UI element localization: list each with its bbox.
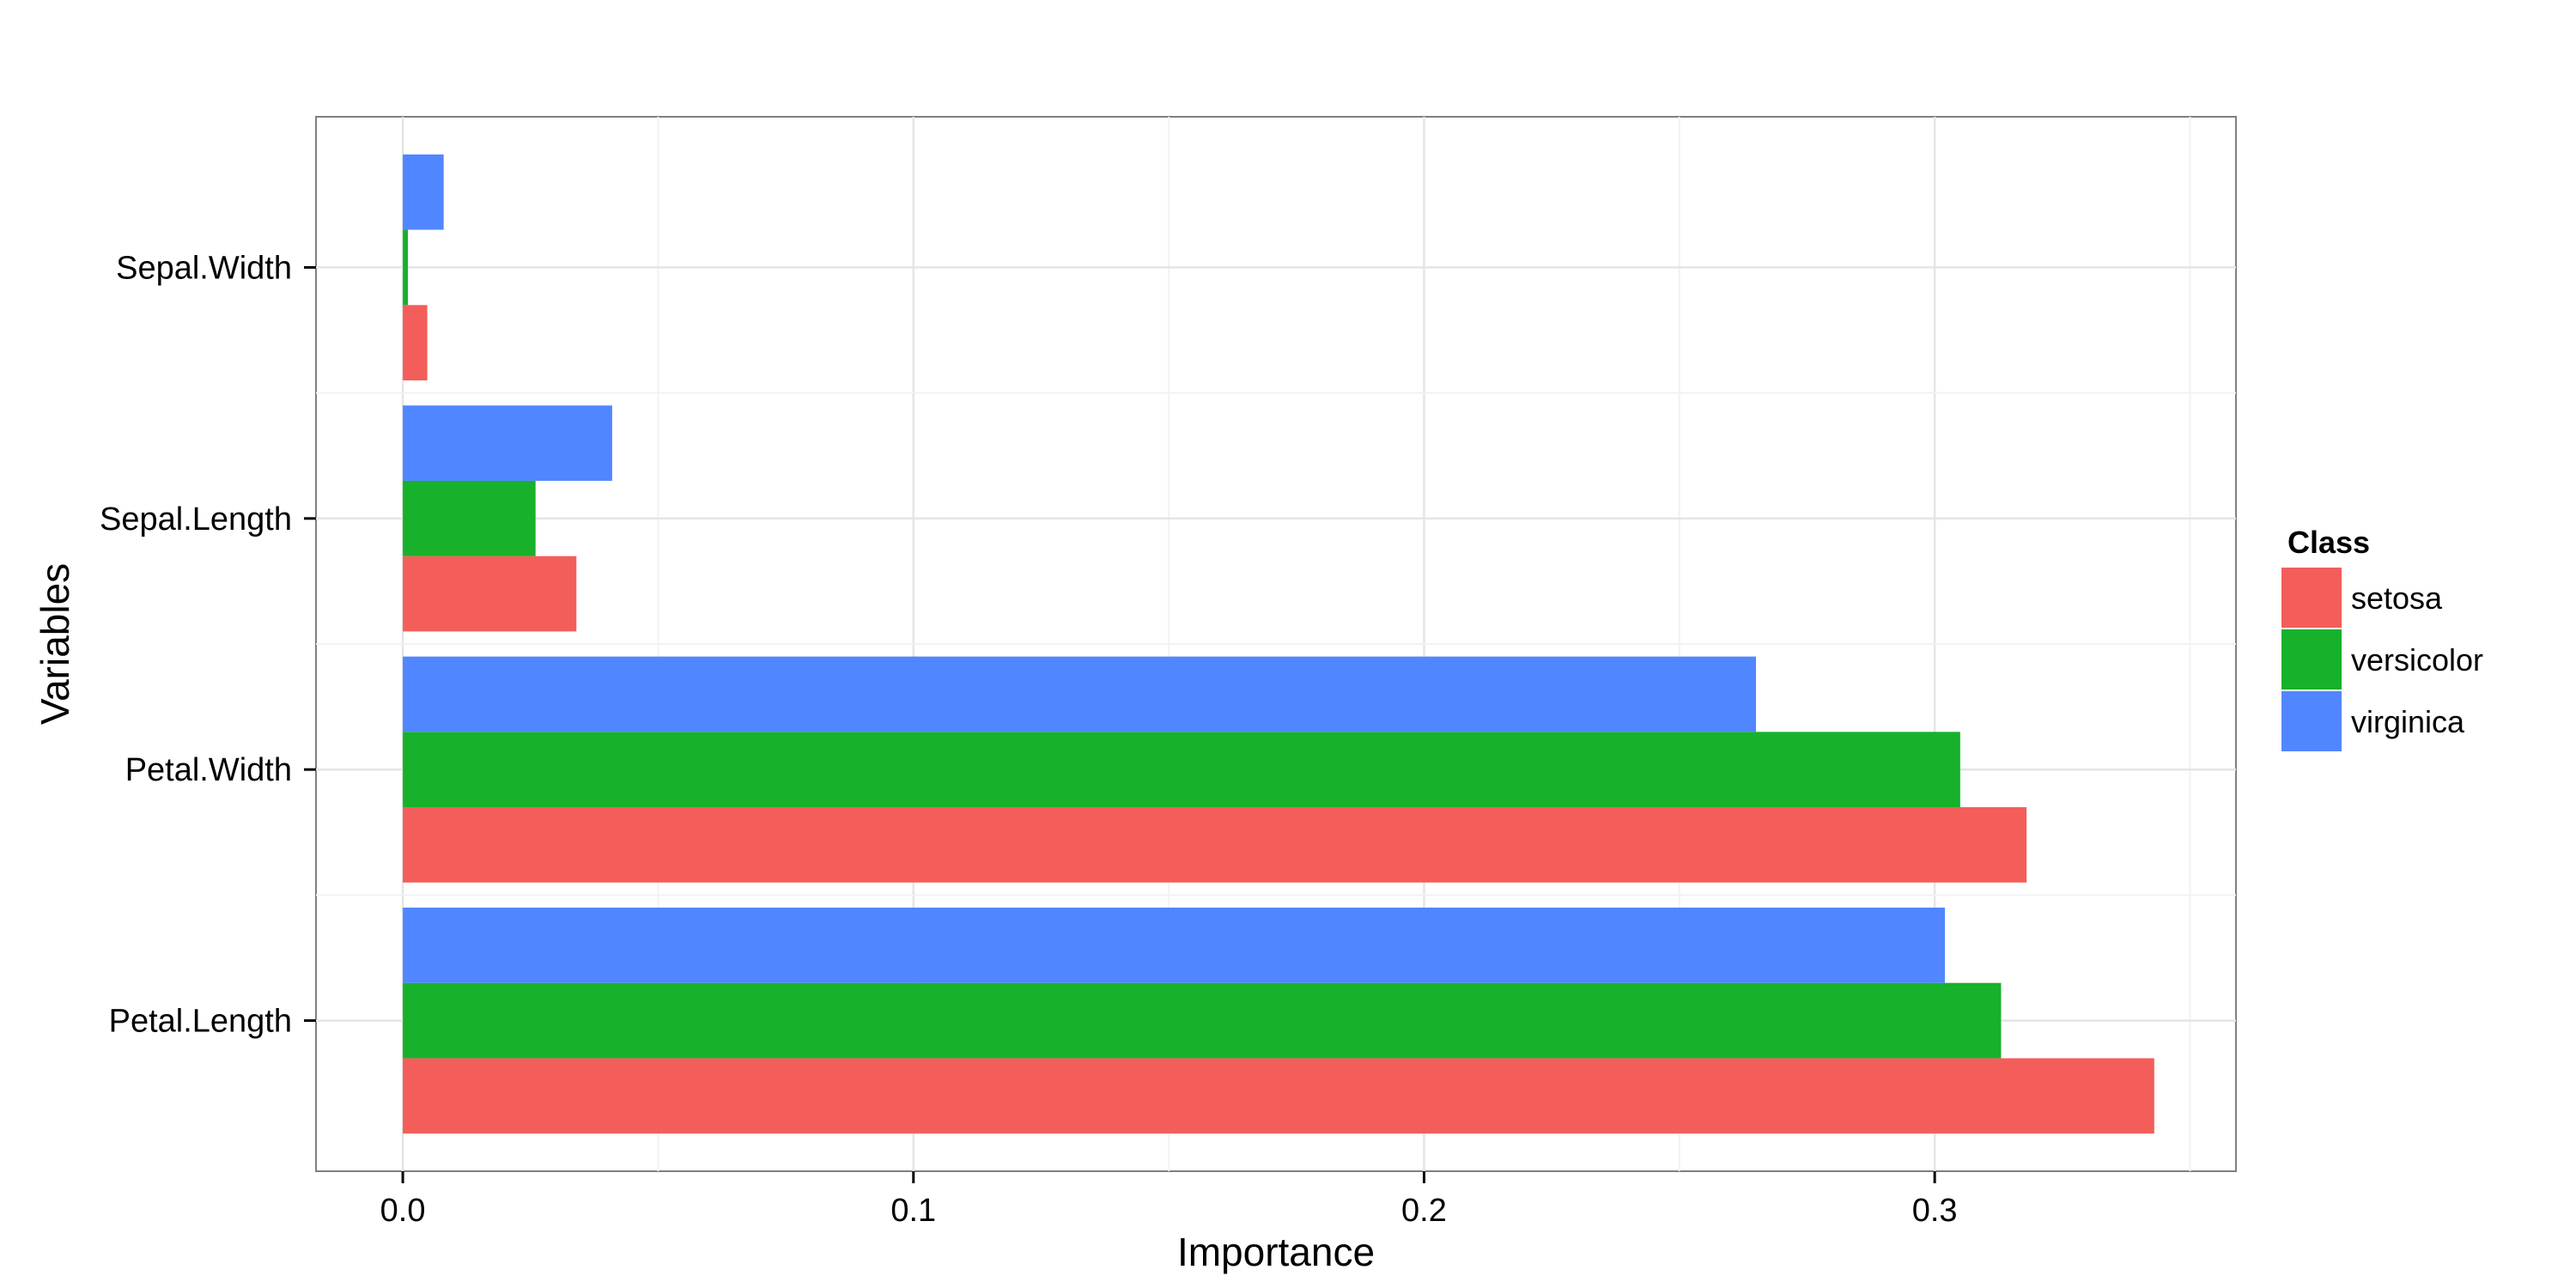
- y-tick-label: Sepal.Length: [100, 501, 292, 538]
- y-tick-label: Sepal.Width: [116, 250, 292, 286]
- legend-label-setosa: setosa: [2351, 580, 2443, 616]
- bar-virginica-sepal-length: [403, 405, 612, 481]
- legend-key-setosa: [2280, 566, 2343, 629]
- y-tick-label: Petal.Width: [125, 752, 292, 788]
- y-axis: Sepal.Width Sepal.Length Petal.Width Petal.…: [100, 250, 316, 1040]
- legend-key-versicolor: [2280, 628, 2343, 691]
- bar-setosa-petal-width: [403, 807, 2027, 883]
- x-axis: 0.0 0.1 0.2 0.3: [380, 1171, 1958, 1229]
- x-tick-label: 0.0: [380, 1193, 426, 1229]
- x-tick-label: 0.1: [890, 1193, 936, 1229]
- legend: Class setosa versicolor virginica: [2280, 525, 2483, 753]
- bar-virginica-petal-length: [403, 908, 1946, 983]
- bar-versicolor-petal-length: [403, 982, 2002, 1059]
- x-tick-label: 0.2: [1401, 1193, 1447, 1229]
- bars: [403, 154, 2154, 1134]
- bar-virginica-sepal-width: [403, 154, 444, 230]
- bar-setosa-sepal-length: [403, 556, 577, 632]
- bar-setosa-sepal-width: [403, 305, 428, 380]
- y-tick-label: Petal.Length: [109, 1004, 292, 1040]
- x-tick-label: 0.3: [1912, 1193, 1958, 1229]
- legend-label-versicolor: versicolor: [2351, 642, 2483, 677]
- legend-key-virginica: [2280, 690, 2343, 753]
- bar-versicolor-sepal-length: [403, 480, 536, 556]
- bar-setosa-petal-length: [403, 1058, 2154, 1134]
- y-axis-title: Variables: [33, 563, 77, 725]
- bar-virginica-petal-width: [403, 656, 1757, 732]
- x-axis-title: Importance: [1177, 1230, 1375, 1274]
- bar-versicolor-sepal-width: [403, 229, 409, 306]
- legend-label-virginica: virginica: [2351, 704, 2465, 739]
- legend-title: Class: [2287, 525, 2370, 560]
- bar-versicolor-petal-width: [403, 732, 1960, 808]
